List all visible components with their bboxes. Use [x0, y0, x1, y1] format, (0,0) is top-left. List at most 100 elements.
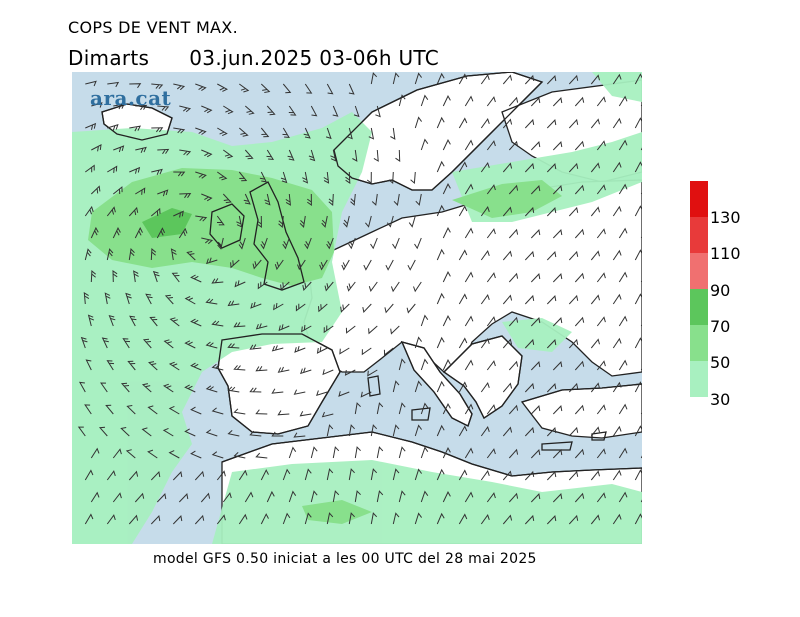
- wind-barb: [486, 96, 496, 107]
- wind-barb: [260, 513, 269, 525]
- wind-barb: [546, 251, 557, 261]
- wind-barb: [508, 272, 519, 283]
- wind-barb: [238, 513, 248, 525]
- wind-barb: [285, 193, 291, 206]
- wind-barb: [318, 303, 328, 313]
- wind-barb: [217, 127, 228, 137]
- wind-barb: [634, 425, 642, 437]
- wind-barb: [84, 205, 94, 217]
- wind-barb: [304, 237, 312, 250]
- wind-barb: [150, 247, 157, 261]
- wind-barb: [257, 281, 268, 290]
- wind-barb: [195, 171, 207, 179]
- wind-barb: [634, 249, 642, 261]
- wind-barb: [98, 426, 108, 437]
- wind-barb: [502, 382, 513, 393]
- wind-barb: [301, 324, 312, 333]
- wind-barb: [222, 492, 232, 503]
- wind-barb: [530, 97, 541, 107]
- wind-barb: [420, 138, 429, 151]
- wind-barb: [552, 317, 563, 327]
- wind-barb: [436, 72, 445, 85]
- wind-barb: [442, 139, 451, 151]
- wind-barb: [370, 72, 378, 85]
- wind-barb: [249, 430, 262, 437]
- wind-barb: [190, 450, 202, 459]
- wind-barb: [568, 118, 579, 129]
- legend-label-90: 90: [710, 281, 731, 300]
- wind-barb: [368, 281, 378, 292]
- wind-barb: [173, 171, 186, 177]
- wind-barb: [194, 470, 205, 481]
- wind-barb: [179, 149, 192, 156]
- wind-barb: [299, 215, 306, 228]
- model-info-footer: model GFS 0.50 iniciat a les 00 UTC del …: [153, 551, 537, 567]
- wind-barb: [480, 250, 490, 261]
- wind-barb: [612, 73, 622, 85]
- wind-barb: [486, 492, 496, 503]
- wind-barb: [150, 207, 161, 217]
- wind-barb: [112, 226, 121, 239]
- wind-barb: [106, 206, 116, 217]
- wind-barb: [414, 468, 423, 481]
- wind-barb: [345, 325, 356, 334]
- wind-barb: [238, 237, 246, 250]
- legend-label-70: 70: [710, 317, 731, 336]
- wind-barb: [590, 470, 600, 481]
- wind-barb: [168, 361, 180, 371]
- wind-barb: [145, 293, 153, 305]
- wind-barb: [590, 206, 600, 217]
- wind-barb: [530, 273, 541, 283]
- wind-barb: [388, 171, 394, 185]
- wind-barb: [392, 468, 400, 481]
- wind-barb: [508, 228, 519, 239]
- wind-barb: [508, 96, 519, 107]
- wind-barb: [141, 427, 152, 437]
- wind-barb: [194, 514, 205, 525]
- wind-barb: [195, 127, 207, 135]
- wind-gust-map: [72, 72, 642, 544]
- wind-barb: [164, 294, 174, 305]
- wind-barb: [634, 117, 642, 129]
- wind-barb: [546, 471, 557, 481]
- wind-barb: [211, 451, 224, 459]
- wind-barb: [277, 410, 290, 416]
- wind-barb: [596, 448, 606, 459]
- wind-barb: [524, 514, 535, 525]
- wind-barb: [590, 74, 600, 85]
- wind-barb: [524, 250, 535, 261]
- wind-barb: [596, 492, 606, 503]
- wind-barb: [302, 171, 309, 184]
- wind-barb: [348, 424, 355, 437]
- wind-barb: [341, 259, 350, 271]
- wind-barb: [257, 215, 262, 228]
- wind-barb: [612, 205, 622, 217]
- wind-barb: [373, 149, 379, 162]
- wind-barb: [480, 74, 490, 85]
- wind-barb: [574, 360, 585, 371]
- wind-barb: [442, 271, 451, 283]
- wind-barb: [552, 229, 563, 239]
- wind-barb: [392, 424, 400, 437]
- wind-barb: [326, 424, 334, 437]
- wind-barb: [618, 359, 628, 371]
- wind-barb: [552, 185, 563, 195]
- wind-barb: [546, 119, 557, 129]
- wind-barb: [376, 402, 384, 415]
- wind-barb: [410, 171, 416, 185]
- wind-barb: [464, 315, 474, 327]
- wind-barb: [173, 210, 184, 218]
- wind-barb: [135, 146, 147, 153]
- wind-barb: [596, 272, 606, 283]
- wind-barb: [502, 338, 513, 349]
- wind-barb: [271, 431, 284, 437]
- wind-barb: [502, 470, 513, 481]
- wind-barb: [264, 193, 271, 206]
- wind-barb: [348, 83, 355, 95]
- wind-barb: [236, 215, 243, 228]
- wind-barb: [233, 408, 246, 415]
- wind-barb: [168, 405, 180, 415]
- wind-barb: [304, 512, 312, 525]
- wind-barb: [128, 206, 139, 217]
- wind-barb: [414, 72, 423, 85]
